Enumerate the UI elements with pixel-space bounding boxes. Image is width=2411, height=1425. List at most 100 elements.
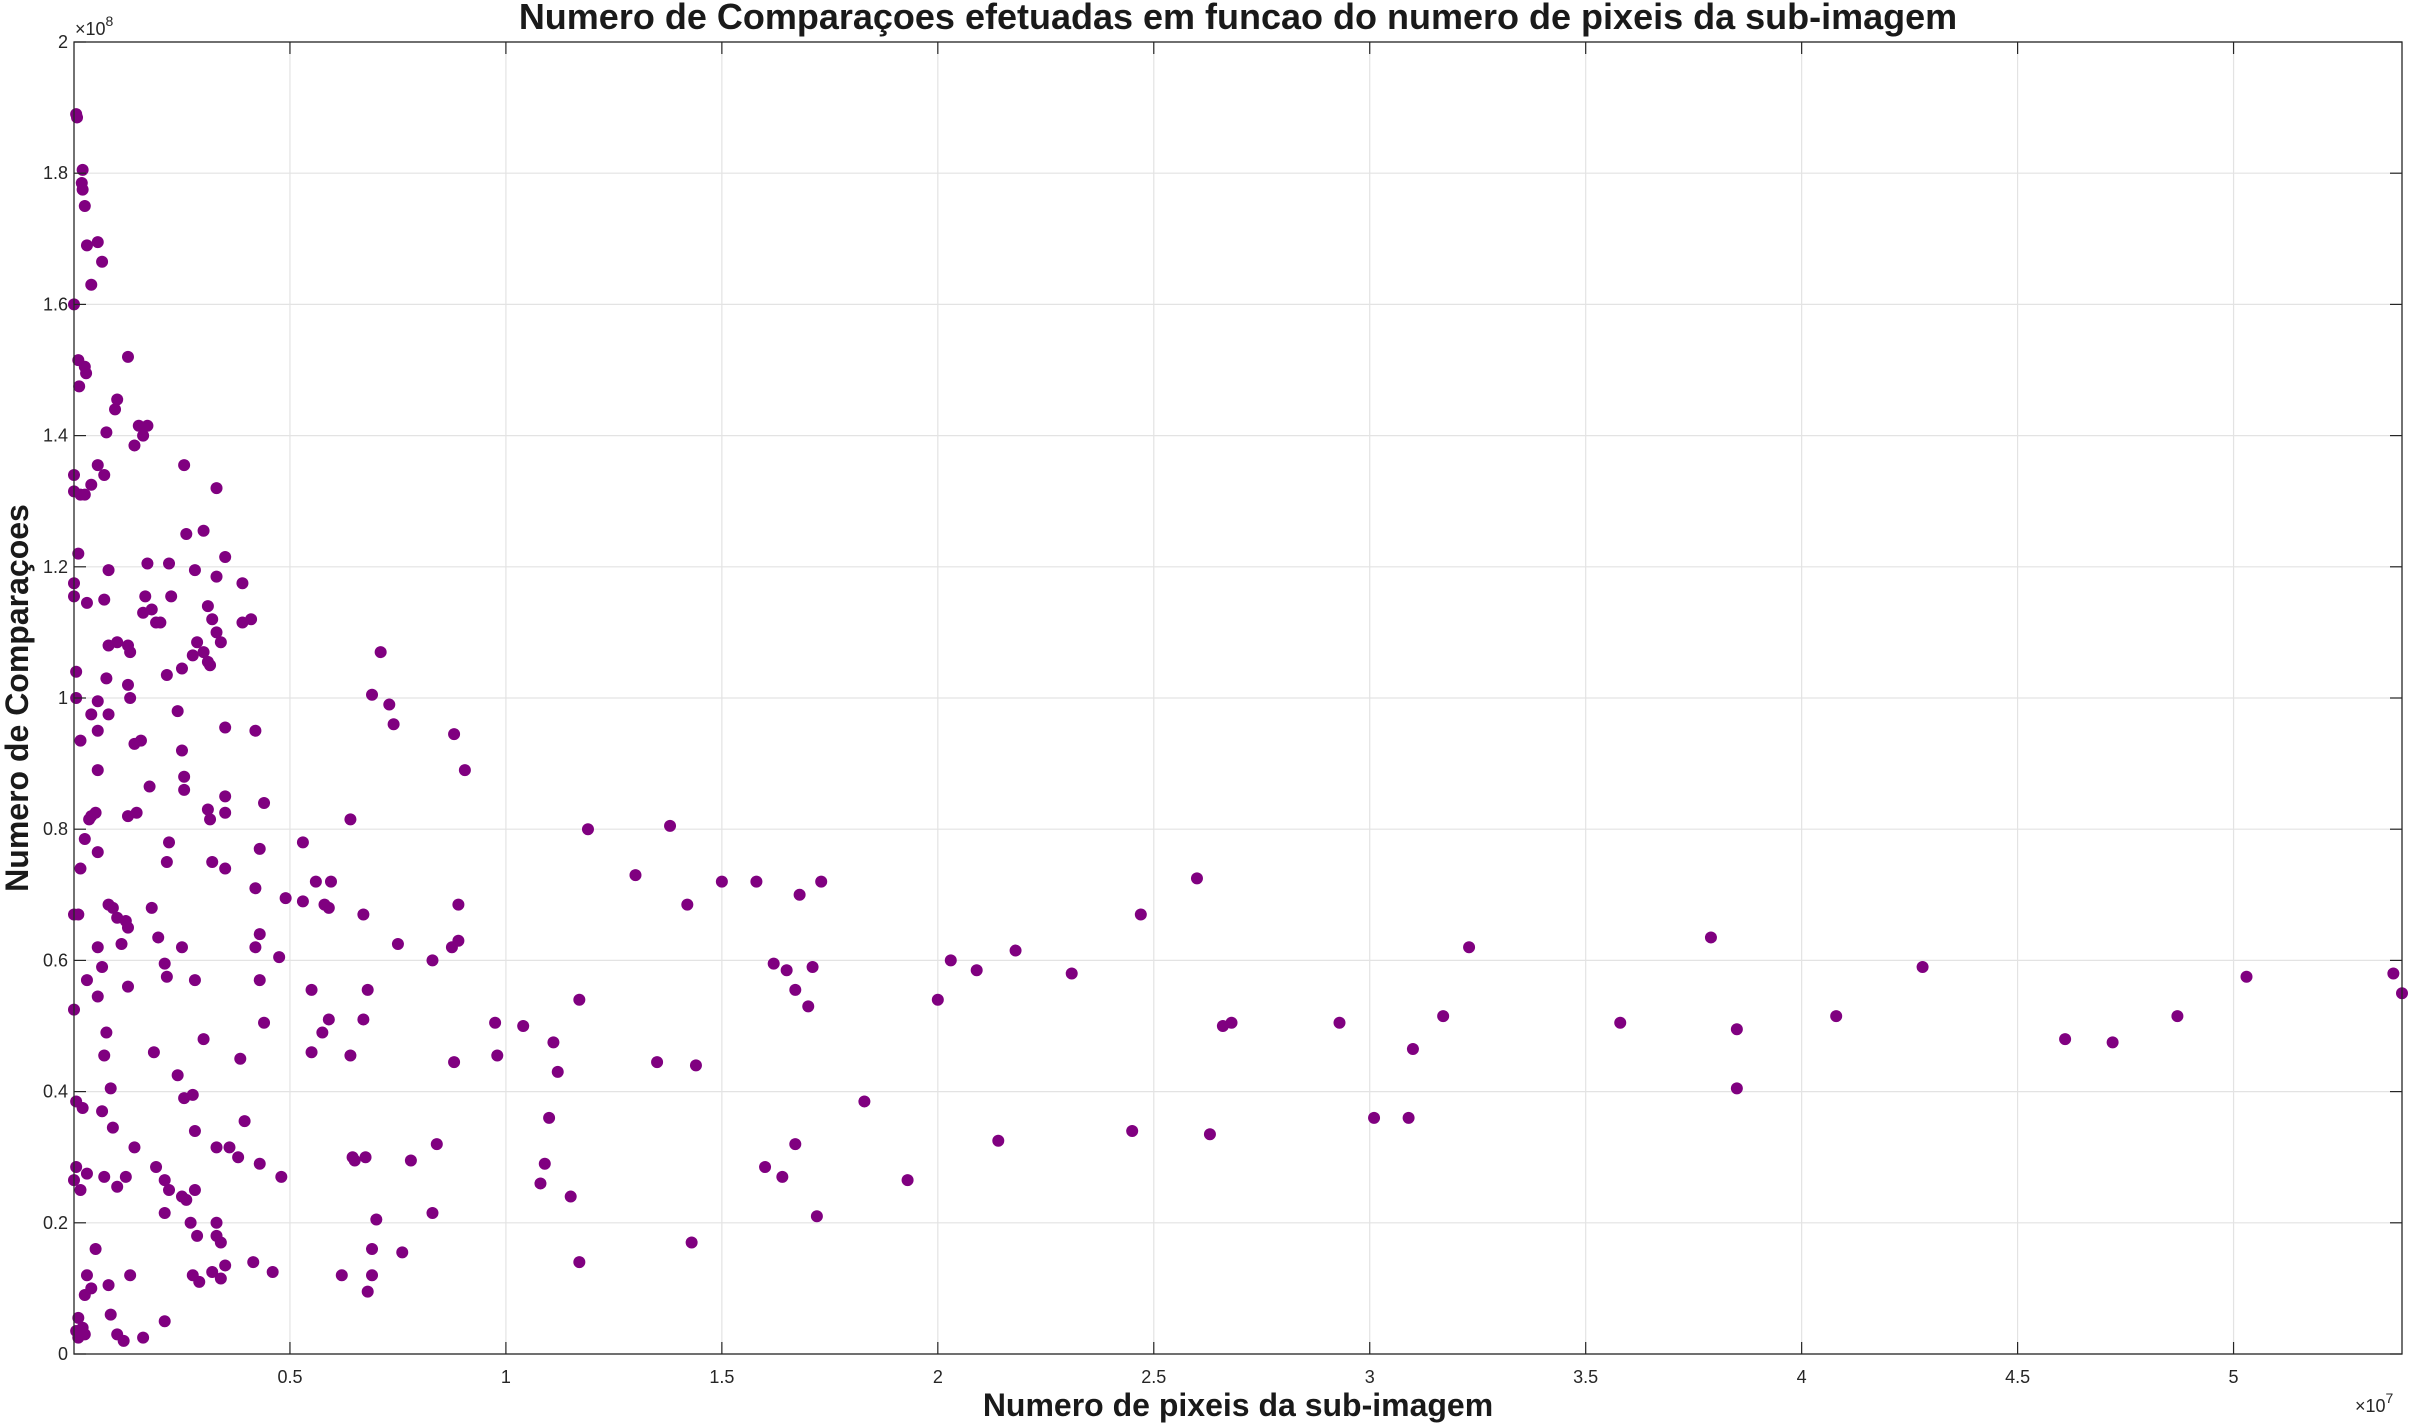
data-point [139, 590, 152, 603]
data-point [104, 1082, 117, 1095]
data-point [175, 941, 188, 954]
data-point [147, 1046, 160, 1059]
data-point [391, 938, 404, 950]
data-point [396, 1246, 409, 1259]
data-point [70, 665, 83, 678]
data-point [163, 836, 176, 849]
data-point [119, 1170, 132, 1183]
data-point [201, 803, 214, 816]
data-point [197, 1033, 210, 1046]
data-point [685, 1236, 698, 1249]
data-point [178, 770, 191, 783]
data-point [715, 875, 728, 888]
data-point [160, 856, 173, 868]
data-point [74, 734, 87, 747]
data-point [91, 846, 104, 859]
data-points [68, 108, 2408, 1347]
data-point [76, 183, 89, 196]
data-point [96, 255, 109, 268]
data-point [206, 1266, 219, 1278]
data-point [206, 856, 219, 868]
x-tick-label: 4.5 [2005, 1367, 2030, 1387]
data-point [145, 603, 158, 616]
data-point [543, 1111, 556, 1124]
data-point [178, 459, 191, 472]
data-point [2240, 970, 2253, 983]
data-point [210, 626, 223, 639]
data-point [305, 1046, 318, 1059]
data-point [2171, 1010, 2184, 1023]
data-point [106, 901, 119, 914]
data-point [76, 1102, 89, 1114]
data-point [154, 616, 167, 629]
data-point [1203, 1128, 1216, 1141]
data-point [452, 934, 465, 947]
data-point [210, 1141, 223, 1154]
data-point [1333, 1016, 1346, 1029]
data-point [132, 419, 145, 432]
data-point [344, 1049, 357, 1062]
data-point [98, 593, 111, 606]
data-point [253, 974, 266, 987]
data-point [430, 1138, 443, 1151]
data-point [100, 672, 113, 685]
data-point [316, 1026, 329, 1039]
data-point [163, 1184, 176, 1196]
data-point [581, 823, 594, 836]
data-point [448, 1056, 461, 1069]
data-point [1406, 1042, 1419, 1055]
y-tick-label: 0 [58, 1344, 68, 1364]
data-point [83, 813, 96, 826]
data-point [534, 1177, 547, 1190]
data-point [141, 557, 154, 570]
data-point [121, 678, 134, 691]
x-tick-label: 4 [1797, 1367, 1807, 1387]
data-point [324, 875, 337, 888]
data-point [387, 718, 400, 731]
data-point [767, 957, 780, 970]
data-point [186, 649, 199, 662]
data-point [489, 1016, 502, 1029]
x-tick-label: 0.5 [277, 1367, 302, 1387]
data-point [80, 239, 93, 252]
data-point [564, 1190, 577, 1203]
data-point [85, 478, 98, 491]
data-point [249, 724, 262, 737]
x-axis-multiplier: ×107 [2355, 1390, 2394, 1416]
data-point [102, 1279, 115, 1292]
data-point [681, 898, 694, 911]
data-point [305, 983, 318, 996]
y-tick-label: 0.2 [43, 1213, 68, 1233]
data-point [357, 908, 370, 921]
data-point [1368, 1111, 1381, 1124]
data-point [160, 970, 173, 983]
data-point [98, 468, 111, 481]
data-point [70, 1161, 83, 1174]
data-point [121, 921, 134, 934]
data-point [335, 1269, 348, 1282]
data-point [188, 974, 201, 987]
data-point [73, 380, 86, 393]
axis-ticks: 0.5 1 1.5 2 2.5 3 3.5 4 4.5 5 0 0.2 0.4 0.6 0.8 1 1.2 1.4… [43, 32, 2402, 1387]
y-tick-label: 1 [58, 688, 68, 708]
data-point [98, 1170, 111, 1183]
data-point [137, 429, 150, 442]
data-point [210, 570, 223, 583]
x-axis-label: Numero de pixeis da sub-imagem [983, 1387, 1493, 1423]
data-point [111, 1180, 124, 1193]
y-axis-label: Numero de Comparaçoes [0, 504, 35, 892]
data-point [357, 1013, 370, 1026]
data-point [249, 941, 262, 954]
data-point [275, 1170, 288, 1183]
data-point [121, 350, 134, 363]
data-point [197, 524, 210, 537]
data-point [279, 892, 292, 905]
data-point [91, 236, 104, 249]
data-point [158, 1206, 171, 1219]
data-point [165, 590, 178, 603]
data-point [91, 941, 104, 954]
data-point [80, 1269, 93, 1282]
data-point [201, 600, 214, 613]
data-point [171, 1069, 184, 1082]
y-tick-label: 1.2 [43, 557, 68, 577]
